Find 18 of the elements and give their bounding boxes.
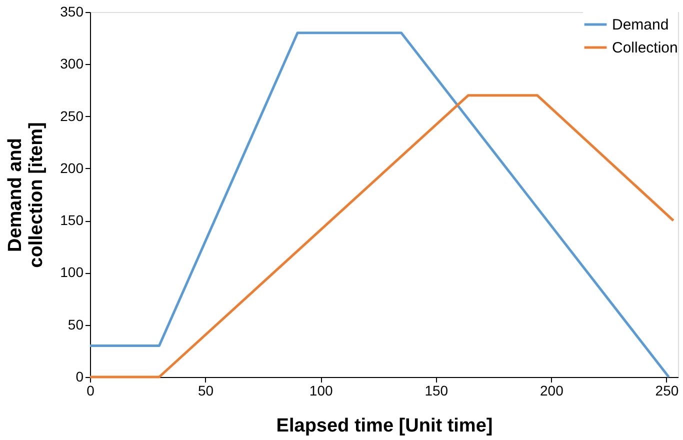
y-tick-label: 100 [60,264,84,280]
legend-label: Demand [612,16,669,34]
y-axis-title: Demand and collection [item] [5,122,48,268]
y-tick-label: 200 [60,160,84,176]
x-tick-label: 50 [198,382,214,398]
y-tick-label: 300 [60,56,84,72]
x-tick-label: 200 [540,382,564,398]
y-tick-label: 350 [60,4,84,20]
x-axis-title: Elapsed time [Unit time] [276,416,493,436]
x-tick-label: 100 [309,382,333,398]
legend-label: Collection [612,40,678,56]
y-tick-label: 250 [60,108,84,124]
x-tick-label: 0 [86,382,95,398]
y-tick-label: 150 [60,212,84,228]
y-tick-label: 0 [76,368,84,384]
x-tick-label: 150 [424,382,448,398]
x-tick-label: 250 [655,382,679,398]
y-tick-label: 50 [68,316,84,332]
